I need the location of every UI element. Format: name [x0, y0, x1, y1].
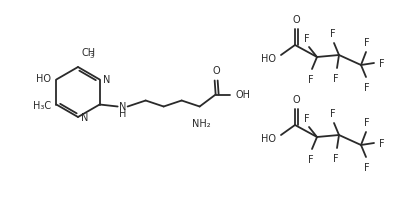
- Text: F: F: [333, 153, 339, 163]
- Text: F: F: [308, 75, 314, 85]
- Text: O: O: [212, 66, 220, 76]
- Text: N: N: [81, 112, 88, 122]
- Text: F: F: [379, 59, 385, 69]
- Text: F: F: [308, 154, 314, 164]
- Text: H: H: [119, 109, 126, 119]
- Text: NH₂: NH₂: [192, 119, 211, 129]
- Text: F: F: [364, 38, 370, 48]
- Text: HO: HO: [261, 54, 276, 64]
- Text: F: F: [330, 108, 336, 118]
- Text: N: N: [119, 102, 126, 112]
- Text: 3: 3: [90, 53, 94, 59]
- Text: F: F: [364, 117, 370, 127]
- Text: HO: HO: [36, 74, 51, 84]
- Text: F: F: [304, 113, 310, 123]
- Text: F: F: [364, 83, 370, 93]
- Text: HO: HO: [261, 133, 276, 143]
- Text: N: N: [103, 75, 110, 85]
- Text: CH: CH: [81, 48, 95, 58]
- Text: H₃C: H₃C: [33, 101, 51, 111]
- Text: F: F: [364, 162, 370, 172]
- Text: O: O: [293, 95, 300, 104]
- Text: F: F: [379, 138, 385, 148]
- Text: F: F: [304, 34, 310, 44]
- Text: F: F: [333, 74, 339, 84]
- Text: F: F: [330, 29, 336, 39]
- Text: OH: OH: [236, 90, 251, 100]
- Text: O: O: [293, 15, 300, 25]
